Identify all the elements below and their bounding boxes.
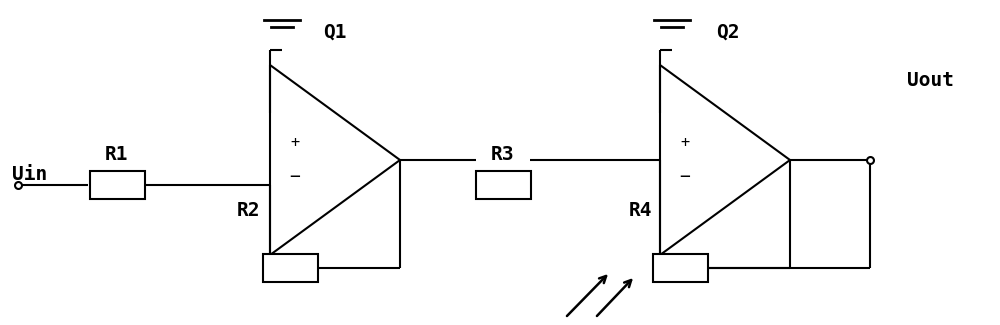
Text: −: − xyxy=(290,168,300,186)
Text: R2: R2 xyxy=(236,201,260,219)
Text: Q2: Q2 xyxy=(716,22,740,42)
Bar xyxy=(90,171,144,199)
Text: Q1: Q1 xyxy=(323,22,347,42)
Text: +: + xyxy=(290,136,300,150)
Text: +: + xyxy=(680,136,690,150)
Text: R1: R1 xyxy=(105,146,129,164)
Text: Uin: Uin xyxy=(12,165,48,185)
Bar xyxy=(262,254,318,282)
Text: Uout: Uout xyxy=(906,71,954,89)
Text: R3: R3 xyxy=(491,146,515,164)
Text: −: − xyxy=(680,168,690,186)
Text: R4: R4 xyxy=(628,201,652,219)
Bar xyxy=(652,254,708,282)
Bar xyxy=(476,171,530,199)
